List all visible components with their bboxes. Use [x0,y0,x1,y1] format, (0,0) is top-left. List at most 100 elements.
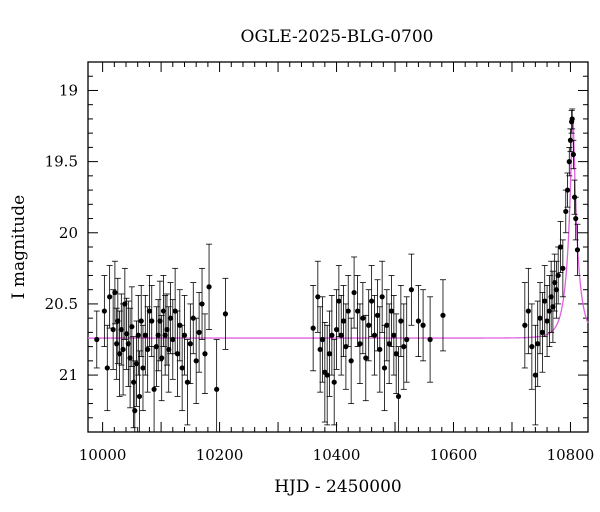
point-marker [366,322,372,328]
data-point [408,253,415,326]
point-marker [542,298,548,304]
point-marker [133,361,140,367]
data-point [335,265,342,338]
point-marker [138,318,144,324]
data-point [386,303,393,385]
point-marker [153,344,160,350]
point-marker [125,341,131,347]
data-point [415,285,422,357]
data-point [213,339,220,433]
data-point [155,299,162,372]
point-marker [329,332,335,338]
point-marker [155,332,161,338]
point-marker [525,308,531,314]
data-point [165,306,172,393]
data-point [196,292,203,373]
point-marker [179,365,185,371]
point-marker [548,294,554,300]
y-tick-labels: 19 19.5 20 20.5 21 [45,81,78,384]
data-point [559,239,566,298]
data-point [544,285,551,357]
data-point [146,275,153,348]
chart-title: OGLE-2025-BLG-0700 [241,27,434,47]
data-point [324,324,331,426]
data-point [390,294,397,376]
data-point [420,289,427,362]
data-point [557,220,564,274]
point-marker [162,332,168,338]
point-marker [360,315,366,321]
data-point [139,324,146,412]
point-marker [120,346,126,353]
data-point [553,260,560,319]
data-point [393,313,400,394]
data-point [169,299,176,380]
data-point [118,293,125,366]
point-marker [369,298,375,304]
point-marker [544,318,550,324]
point-marker [331,379,337,385]
data-point [181,294,188,376]
point-marker [123,331,130,337]
point-marker [393,351,399,357]
point-marker [101,308,107,314]
point-marker [142,332,148,338]
point-marker [145,346,151,353]
data-points-layer [93,108,581,433]
point-marker [110,326,116,333]
data-point [397,285,404,357]
x-tick-label: 10800 [547,446,595,464]
data-point [199,267,206,340]
point-marker [395,393,402,400]
point-marker [348,358,354,364]
point-marker [522,322,528,328]
data-point [163,293,170,366]
point-marker [391,332,397,338]
point-marker [319,336,326,343]
data-point [403,296,410,383]
point-marker [532,372,538,378]
point-marker [310,325,316,331]
point-marker [132,408,138,414]
data-point [562,189,569,234]
data-point [328,294,335,376]
data-point [354,275,361,348]
data-point [156,280,163,362]
y-tick-label: 19.5 [45,153,78,171]
y-tick-label: 20.5 [45,295,78,313]
point-marker [326,351,333,357]
point-marker [563,208,569,215]
point-marker [116,351,123,357]
point-marker [317,346,323,353]
point-marker [354,308,361,314]
data-point [566,146,573,177]
data-point [162,294,169,376]
point-marker [159,355,165,361]
point-marker [566,159,572,165]
point-marker [420,322,426,328]
point-marker [157,318,163,324]
data-point [193,317,200,404]
point-marker [135,332,141,338]
point-marker [546,308,553,314]
point-marker [553,287,560,293]
data-point [123,297,130,370]
point-marker [340,318,347,324]
point-marker [371,332,378,338]
x-tick-label: 10200 [196,446,244,464]
point-marker [336,298,342,304]
point-marker [384,322,390,328]
point-marker [379,294,385,300]
data-point [201,313,208,394]
point-marker [381,365,388,371]
y-tick-label: 21 [59,366,78,384]
point-marker [401,344,407,350]
data-point [546,275,553,348]
y-axis-label: I magnitude [9,195,29,299]
point-marker [94,336,100,343]
point-marker [181,332,188,338]
point-marker [345,308,351,314]
model-curve [88,118,589,339]
x-tick-label: 10000 [79,446,127,464]
point-marker [555,272,561,279]
